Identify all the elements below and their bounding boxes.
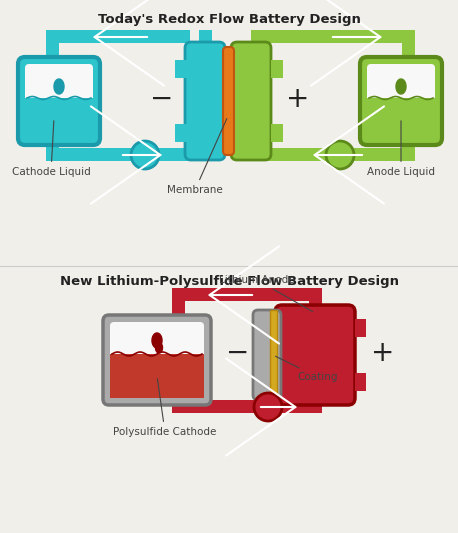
Circle shape bbox=[326, 141, 354, 169]
Bar bbox=[175, 124, 187, 142]
Bar bbox=[172, 288, 317, 301]
Bar bbox=[172, 400, 254, 413]
Bar bbox=[271, 124, 283, 142]
Bar bbox=[251, 30, 414, 43]
Polygon shape bbox=[54, 79, 64, 94]
FancyBboxPatch shape bbox=[253, 310, 281, 400]
Bar bbox=[199, 160, 212, 161]
Bar bbox=[172, 288, 185, 413]
Circle shape bbox=[254, 393, 282, 421]
Bar bbox=[271, 60, 283, 78]
FancyBboxPatch shape bbox=[367, 64, 435, 138]
Bar bbox=[46, 30, 59, 161]
Bar bbox=[159, 148, 190, 161]
Bar bbox=[251, 148, 326, 161]
Bar bbox=[402, 30, 415, 59]
Bar bbox=[46, 148, 131, 161]
Bar bbox=[46, 30, 190, 43]
FancyBboxPatch shape bbox=[360, 57, 442, 145]
Bar bbox=[175, 60, 187, 78]
Bar bbox=[172, 405, 185, 413]
Text: Cathode Liquid: Cathode Liquid bbox=[11, 121, 90, 177]
Text: Membrane: Membrane bbox=[167, 118, 227, 195]
Bar bbox=[354, 148, 402, 161]
Text: −: − bbox=[150, 85, 173, 113]
Bar bbox=[172, 288, 185, 317]
FancyBboxPatch shape bbox=[110, 322, 204, 398]
Text: −: − bbox=[226, 339, 249, 367]
Bar bbox=[282, 400, 310, 413]
FancyBboxPatch shape bbox=[25, 64, 93, 138]
FancyBboxPatch shape bbox=[185, 42, 225, 160]
Bar bbox=[402, 145, 415, 161]
FancyBboxPatch shape bbox=[231, 42, 271, 160]
Bar bbox=[402, 30, 415, 161]
FancyBboxPatch shape bbox=[275, 305, 355, 405]
Text: Anode Liquid: Anode Liquid bbox=[367, 121, 435, 177]
Bar bbox=[309, 288, 322, 305]
Polygon shape bbox=[152, 333, 162, 348]
Polygon shape bbox=[396, 79, 406, 94]
Bar bbox=[46, 30, 59, 59]
Text: +: + bbox=[286, 85, 309, 113]
Bar bbox=[251, 160, 264, 161]
Bar bbox=[355, 319, 366, 337]
Text: New Lithium-Polysulfide Flow Battery Design: New Lithium-Polysulfide Flow Battery Des… bbox=[60, 275, 398, 288]
Bar bbox=[46, 145, 59, 161]
FancyBboxPatch shape bbox=[223, 47, 234, 155]
FancyBboxPatch shape bbox=[18, 57, 100, 145]
Bar bbox=[251, 30, 264, 42]
Text: Polysulfide Cathode: Polysulfide Cathode bbox=[113, 379, 217, 437]
Bar bbox=[367, 98, 435, 138]
Bar bbox=[270, 310, 277, 400]
Text: Today's Redox Flow Battery Design: Today's Redox Flow Battery Design bbox=[98, 13, 360, 26]
Text: +: + bbox=[371, 339, 394, 367]
Bar bbox=[110, 354, 204, 398]
Text: Lithium Anode: Lithium Anode bbox=[219, 275, 313, 312]
Polygon shape bbox=[156, 343, 163, 353]
Text: Coating: Coating bbox=[276, 356, 338, 382]
Bar bbox=[25, 98, 93, 138]
Bar bbox=[309, 405, 322, 413]
Bar bbox=[199, 30, 212, 42]
Bar bbox=[355, 373, 366, 391]
FancyBboxPatch shape bbox=[103, 315, 211, 405]
Circle shape bbox=[131, 141, 159, 169]
